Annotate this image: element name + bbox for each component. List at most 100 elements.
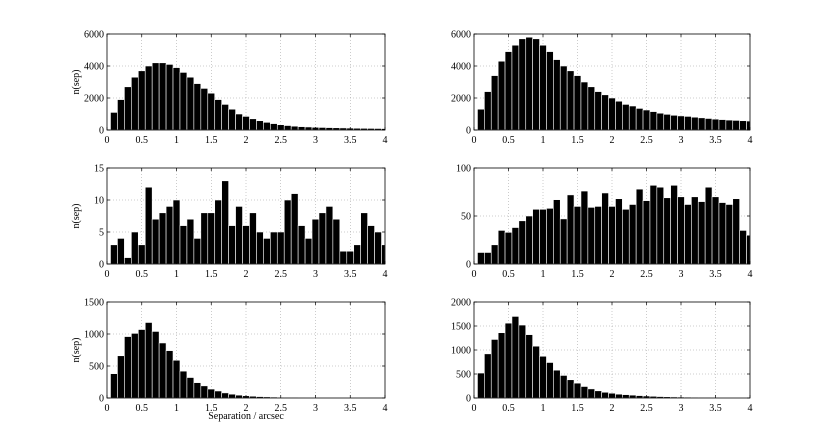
histogram-bar <box>649 184 658 265</box>
chart-panel-4: 0 0.5 1 1.5 2 2.5 3 3.5 4 0 50 100 <box>456 164 753 281</box>
histogram-bar <box>670 184 678 265</box>
histogram-bar <box>601 391 609 399</box>
x-tick-label: 2 <box>244 403 249 414</box>
histogram-bar <box>539 208 547 265</box>
histogram-bar <box>525 36 533 131</box>
histogram-bar <box>221 180 229 265</box>
y-tick-label: 500 <box>456 370 471 381</box>
histogram-bar <box>642 200 651 265</box>
histogram-bar <box>228 108 236 131</box>
histogram-bar <box>725 204 734 265</box>
histogram-bar <box>601 192 609 265</box>
histogram-bar <box>193 382 202 399</box>
histogram-bar <box>304 126 313 131</box>
y-tick-label: 1000 <box>84 330 104 341</box>
histogram-bar <box>684 204 692 265</box>
histogram-bar <box>746 234 751 265</box>
histogram-bar <box>158 212 167 265</box>
histogram-bar <box>172 359 181 399</box>
histogram-bar <box>511 44 520 131</box>
histogram-bar <box>131 333 139 399</box>
histogram-bar <box>656 112 665 131</box>
histogram-bar <box>207 212 216 265</box>
y-tick-label: 10 <box>94 196 104 207</box>
histogram-bar <box>263 122 271 131</box>
histogram-bar <box>290 193 299 265</box>
histogram-bar <box>594 91 602 131</box>
x-tick-label: 3.5 <box>344 269 357 280</box>
histogram-bar <box>608 206 616 265</box>
histogram-bar <box>697 117 706 131</box>
histogram-bar <box>587 207 596 265</box>
histogram-bar <box>172 67 181 131</box>
histogram-bar <box>200 385 209 399</box>
x-tick-label: 2.5 <box>640 135 653 146</box>
histogram-bar <box>131 76 139 131</box>
y-tick-label: 1500 <box>451 322 471 333</box>
y-tick-label: 2000 <box>451 298 471 309</box>
histogram-bar <box>601 94 609 131</box>
x-tick-label: 1.5 <box>571 135 584 146</box>
histogram-bar <box>511 316 520 399</box>
histogram-bar <box>718 202 727 265</box>
x-tick-label: 4 <box>383 269 388 280</box>
y-tick-label: 4000 <box>451 62 471 73</box>
x-tick-label: 1 <box>541 269 546 280</box>
x-tick-label: 1.5 <box>571 269 584 280</box>
histogram-bar <box>532 345 540 399</box>
histogram-bar <box>318 212 327 265</box>
histogram-bar <box>477 108 485 131</box>
x-tick-label: 2 <box>610 269 615 280</box>
histogram-bar <box>477 252 485 265</box>
histogram-bar <box>137 70 146 131</box>
histogram-bar <box>559 218 568 265</box>
histogram-bar <box>628 105 637 131</box>
y-axis-label: n(sep) <box>71 338 82 363</box>
x-tick-label: 4 <box>383 403 388 414</box>
histogram-bar <box>711 196 720 265</box>
histogram-bar <box>663 197 671 265</box>
histogram-bar <box>663 114 671 131</box>
x-tick-label: 0.5 <box>136 269 149 280</box>
x-tick-label: 4 <box>748 403 753 414</box>
histogram-bar <box>490 75 499 131</box>
histogram-bar <box>144 322 153 399</box>
x-tick-label: 3 <box>679 135 684 146</box>
x-tick-label: 0.5 <box>136 403 149 414</box>
histogram-bar <box>124 257 132 265</box>
histogram-bar <box>221 104 229 131</box>
y-tick-label: 5 <box>99 228 104 239</box>
histogram-bar <box>235 206 243 265</box>
histogram-bar <box>165 350 174 399</box>
histogram-bar <box>504 322 513 399</box>
histogram-bar <box>746 120 751 131</box>
x-tick-label: 3 <box>679 403 684 414</box>
x-tick-label: 0.5 <box>136 135 149 146</box>
x-tick-label: 1 <box>541 135 546 146</box>
histogram-bar <box>110 244 118 265</box>
chart-panel-5: 0 0.5 1 1.5 2 2.5 3 3.5 4 0 500 1000 1500 n(sep) <box>71 298 388 415</box>
x-tick-label: 3 <box>679 269 684 280</box>
histogram-bar <box>200 88 209 131</box>
x-tick-label: 0 <box>472 135 477 146</box>
y-axis-label: n(sep) <box>71 70 82 95</box>
histogram-bar <box>497 332 506 399</box>
histogram-bar <box>353 244 361 265</box>
x-tick-label: 2.5 <box>275 135 288 146</box>
histogram-bar <box>573 75 582 131</box>
x-tick-label: 1 <box>174 135 179 146</box>
histogram-bar <box>670 114 678 131</box>
x-tick-label: 4 <box>748 269 753 280</box>
histogram-bar <box>228 225 236 265</box>
histogram-bar <box>566 379 575 399</box>
x-tick-label: 0.5 <box>502 269 515 280</box>
histogram-bar <box>484 252 492 265</box>
histogram-bar <box>732 120 740 131</box>
histogram-bar <box>256 231 264 265</box>
histogram-bar <box>622 394 630 399</box>
x-tick-label: 1.5 <box>205 135 218 146</box>
histogram-bar <box>622 208 630 265</box>
histogram-bar <box>186 218 195 265</box>
chart-panel-6: 0 0.5 1 1.5 2 2.5 3 3.5 4 0 500 1000 1500 2000 <box>451 298 753 415</box>
